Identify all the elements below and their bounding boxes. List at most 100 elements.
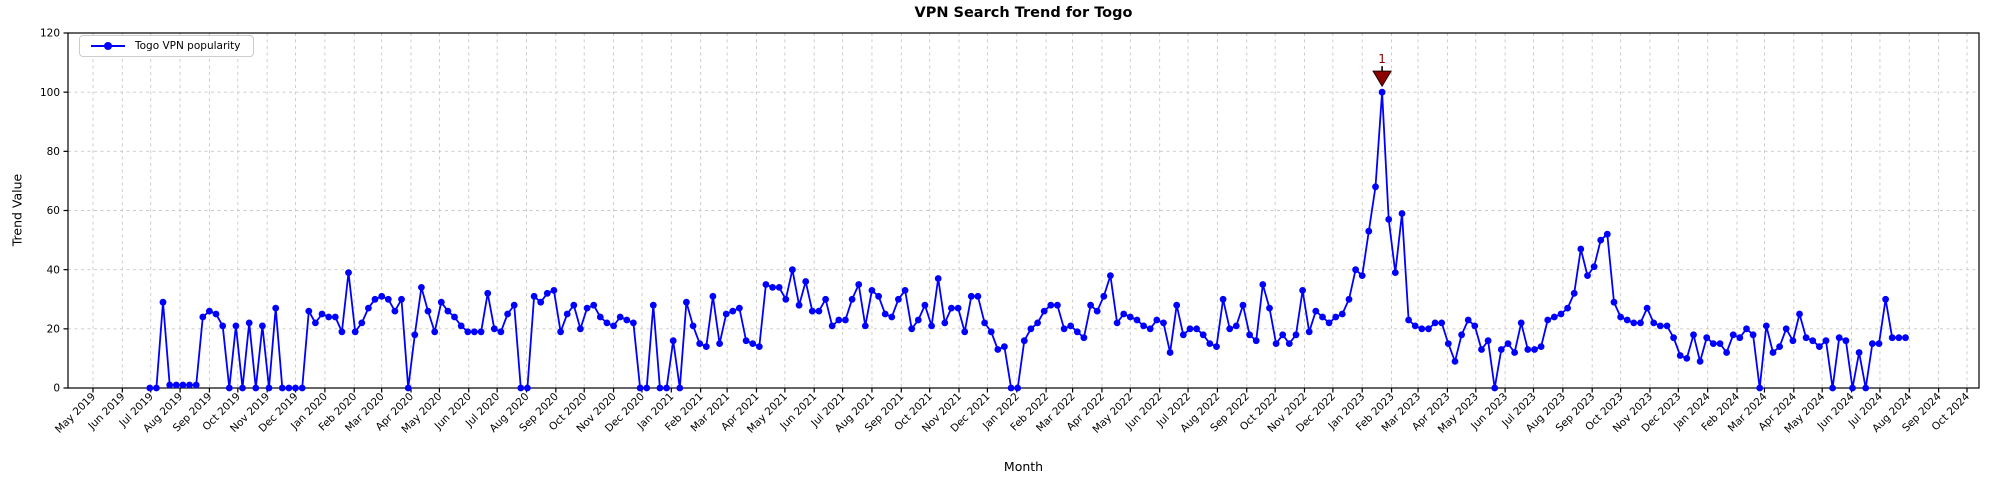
data-point [418,284,425,291]
data-point [265,384,273,392]
data-point [696,340,704,347]
data-point [1226,325,1234,333]
data-point [1610,298,1618,306]
data-point [954,304,962,312]
data-point [1511,349,1518,356]
y-tick-label: 0 [53,383,60,395]
data-point [471,328,478,336]
data-point [914,316,922,324]
data-point [596,313,604,321]
data-point [1497,346,1505,353]
data-point [1849,384,1856,392]
data-point [577,325,584,333]
data-point [1054,301,1061,309]
data-point [1709,340,1717,347]
data-point [219,322,227,330]
data-point [1060,325,1068,333]
data-point [1418,325,1426,333]
data-point [1809,337,1817,345]
annotation-label: 1 [1378,52,1386,66]
data-point [1213,343,1220,350]
data-point [934,275,942,282]
data-point [603,319,611,327]
data-point [1272,340,1280,347]
data-point [1584,272,1591,279]
data-point [775,284,783,291]
data-point [484,289,492,297]
data-point [1219,295,1227,303]
data-point [716,340,723,347]
y-axis-label: Trend Value [9,173,25,247]
data-point [345,269,352,276]
data-point [384,295,392,303]
data-point [318,310,326,318]
data-point [166,381,174,389]
data-point [676,384,684,392]
data-point [769,284,776,291]
data-point [749,340,757,347]
data-point [1683,355,1691,362]
data-point [550,287,558,294]
y-tick-label: 80 [47,146,60,158]
data-point [1352,266,1359,274]
data-point [252,384,260,392]
data-point [802,278,810,285]
data-point [278,384,286,392]
data-point [1504,340,1512,347]
data-point [1146,325,1154,333]
data-point [1895,334,1903,342]
data-point [1259,281,1267,288]
data-point [967,292,975,300]
data-point [815,307,823,315]
data-point [1458,331,1465,339]
data-point [842,316,849,324]
data-point [1345,295,1353,303]
data-point [563,310,571,318]
data-point [1590,263,1598,271]
data-point [583,304,591,312]
data-point [762,281,770,288]
data-point [1292,331,1300,339]
data-point [1524,346,1532,353]
data-point [736,304,743,312]
data-point [875,292,882,300]
data-point [1080,334,1088,342]
data-point [1663,322,1671,330]
data-point [1305,328,1313,336]
data-point [1179,331,1187,339]
data-point [464,328,472,336]
data-point [1425,325,1432,333]
data-point [895,295,902,303]
data-point [1027,325,1035,333]
data-point [239,384,246,392]
data-point [881,310,889,318]
data-point [245,319,253,327]
data-point [1855,349,1863,356]
data-point [510,301,518,309]
data-point [1723,349,1730,356]
data-point [1312,307,1320,315]
data-point [1444,340,1452,347]
data-point [424,307,432,315]
data-point [444,307,452,315]
data-point [206,307,213,315]
data-point [1478,346,1485,353]
data-point [172,381,180,389]
data-point [1411,322,1419,330]
data-point [1199,331,1207,339]
data-point [1266,304,1273,312]
data-point [1835,334,1843,342]
data-point [1385,216,1393,223]
data-point [1093,307,1101,315]
data-point [987,328,995,336]
data-point [855,281,863,288]
data-point [537,298,545,306]
data-point [451,313,458,321]
data-point [1869,340,1876,347]
data-point [590,301,598,309]
data-point [431,328,439,336]
data-point [1716,340,1724,347]
data-point [1550,313,1558,321]
